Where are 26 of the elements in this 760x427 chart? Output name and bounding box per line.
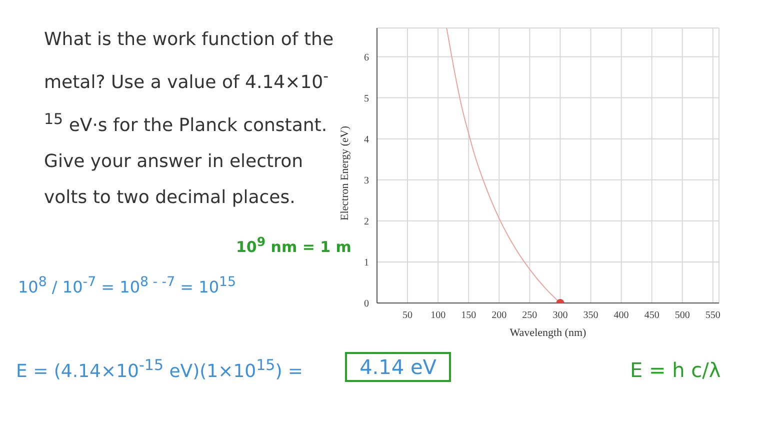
x-tick-label: 100 bbox=[430, 310, 446, 322]
x-axis-title: Wavelength (nm) bbox=[510, 327, 587, 339]
y-tick-label: 2 bbox=[364, 216, 369, 228]
y-tick-label: 5 bbox=[364, 93, 369, 104]
x-tick-label: 300 bbox=[552, 310, 568, 322]
y-tick-label: 1 bbox=[364, 258, 369, 269]
text: What is the work function of the metal? Use a value of 4.14×10$^{-}$$^{15}$ eV·s for the Planck constant. Give your answer in electron volts to two decimal places. bbox=[44, 29, 334, 208]
text: 10$^{8}$ / 10$^{-7}$ = 10$^{8 - -7}$ = 10$^{15}$ bbox=[18, 275, 236, 296]
x-tick-label: 400 bbox=[614, 310, 629, 322]
x-tick-label: 250 bbox=[522, 310, 538, 322]
text: E = h c/λ bbox=[630, 358, 722, 382]
x-tick-label: 200 bbox=[492, 310, 507, 322]
y-tick-label: 4 bbox=[364, 134, 369, 146]
x-tick-label: 150 bbox=[461, 310, 476, 322]
y-tick-label: 6 bbox=[364, 52, 369, 64]
x-tick-label: 350 bbox=[583, 310, 598, 322]
x-tick-label: 550 bbox=[705, 310, 720, 322]
text: 10$^{9}$ nm = 1 m bbox=[236, 234, 352, 256]
x-tick-label: 50 bbox=[402, 310, 413, 322]
y-axis-title: Electron Energy (eV) bbox=[338, 126, 351, 220]
x-tick-label: 500 bbox=[674, 310, 690, 322]
text: 4.14 eV bbox=[345, 352, 451, 382]
x-tick-label: 450 bbox=[644, 310, 660, 322]
y-tick-label: 0 bbox=[364, 298, 369, 310]
text: E = (4.14×10$^{-15}$ eV)(1×10$^{15}$) = bbox=[16, 356, 304, 382]
y-tick-label: 3 bbox=[364, 175, 369, 186]
